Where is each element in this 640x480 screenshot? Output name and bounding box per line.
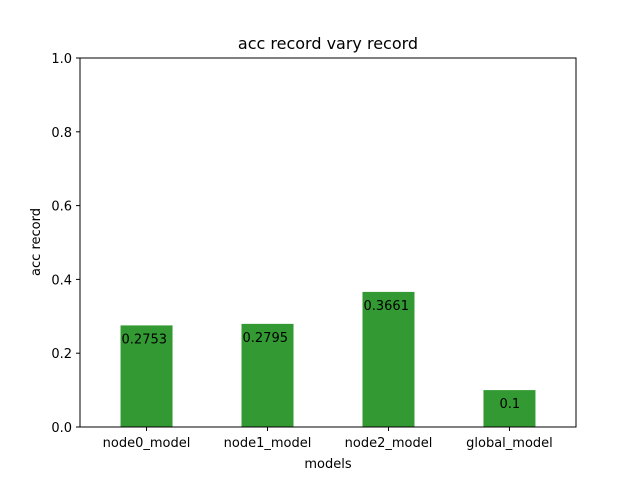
bar-value-label: 0.2795 [243,331,289,346]
x-tick-label: node2_model [345,436,433,451]
chart-title: acc record vary record [238,34,418,53]
y-tick-label: 0.0 [51,421,72,436]
bar-value-label: 0.3661 [363,299,409,314]
y-tick-label: 0.6 [51,200,72,215]
bar-node1_model [241,323,294,427]
x-tick-label: node1_model [224,436,312,451]
x-tick-label: global_model [466,436,553,451]
y-tick-label: 1.0 [51,52,72,67]
y-tick-label: 0.2 [51,347,72,362]
x-axis: node0_model node1_model node2_model global_… [103,427,553,451]
y-axis: 0.0 0.2 0.4 0.6 0.8 1.0 [51,52,80,436]
bar-node0_model [120,325,173,427]
bar-node2_model [362,291,415,427]
x-axis-label: models [304,457,351,472]
y-tick-label: 0.8 [51,126,72,141]
bar-value-label: 0.2753 [122,332,168,347]
bar-global_model [483,390,536,427]
plot-frame [79,57,577,428]
y-tick-label: 0.4 [51,273,72,288]
x-tick-label: node0_model [103,436,191,451]
y-axis-label: acc record [29,208,44,276]
bar-labels-group: 0.2753 0.2795 0.3661 0.1 [122,299,521,412]
bar-value-label: 0.1 [499,397,520,412]
bars-group [120,291,536,427]
